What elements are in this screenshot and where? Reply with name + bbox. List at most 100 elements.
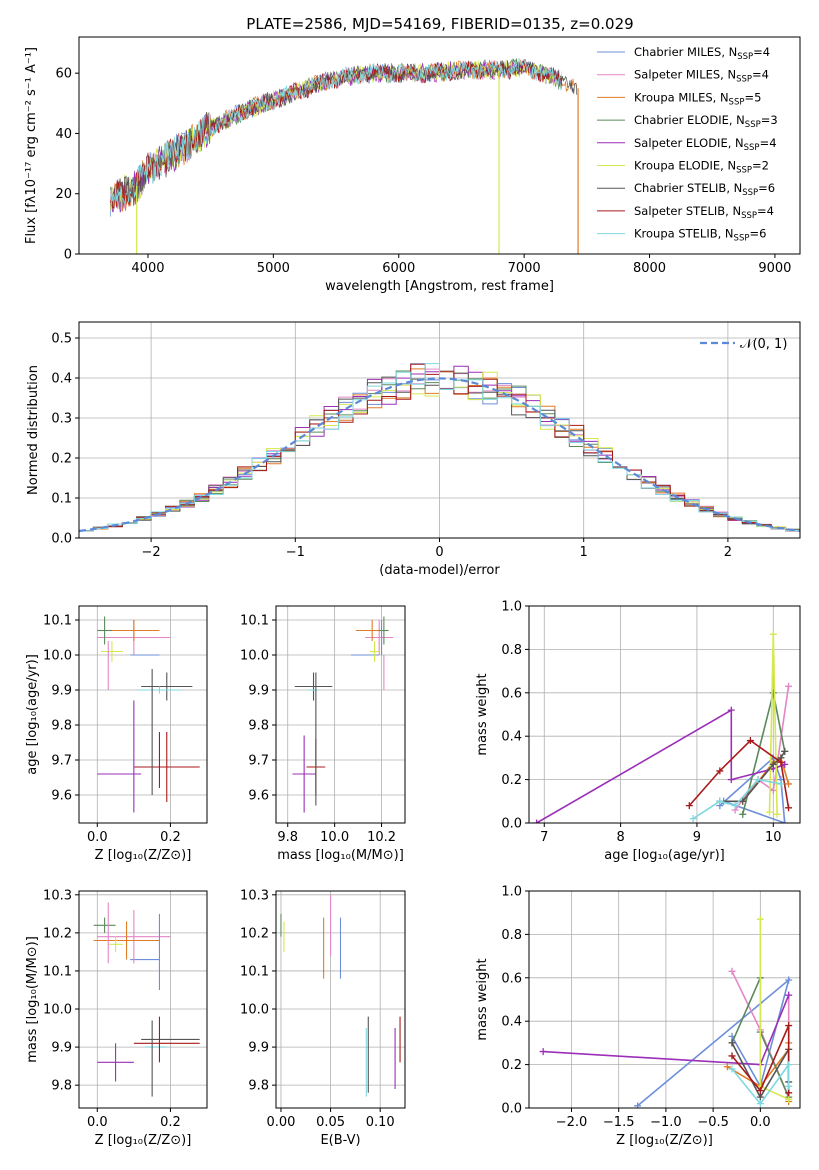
y-axis-label: mass weight — [475, 673, 490, 755]
plot-area — [539, 915, 793, 1108]
weight-marker — [539, 1048, 547, 1056]
y-axis-label: mass [log₁₀(M/M⊙)] — [25, 936, 40, 1063]
weight-marker — [785, 682, 793, 690]
legend-entry: Chabrier ELODIE, NSSP=3 — [634, 113, 778, 130]
y-tick-label: 20 — [55, 187, 72, 202]
weight-marker — [533, 819, 541, 823]
y-tick-label: 10.1 — [240, 614, 269, 629]
y-tick-label: 0.2 — [501, 1058, 522, 1073]
legend-entry: Kroupa ELODIE, NSSP=2 — [634, 159, 769, 176]
y-tick-label: 10.0 — [43, 1003, 72, 1018]
weight-marker — [746, 737, 754, 745]
x-tick-label: −2 — [142, 545, 161, 560]
legend-entry: Salpeter ELODIE, NSSP=4 — [634, 136, 777, 153]
weight-marker — [769, 760, 777, 768]
weight-marker — [785, 1082, 793, 1090]
weight-marker — [754, 776, 762, 784]
y-tick-label: 9.7 — [51, 754, 72, 769]
spectrum-line — [109, 59, 563, 211]
legend-entry: Kroupa MILES, NSSP=5 — [634, 90, 761, 107]
x-axis-label: Z [log₁₀(Z/Z⊙)] — [616, 1133, 713, 1148]
x-tick-label: 8 — [616, 830, 624, 845]
y-tick-label: 9.6 — [248, 789, 269, 804]
axes-frame — [78, 321, 801, 539]
weight-marker — [727, 776, 735, 784]
panel-spectrum: 4000 5000 6000 7000 8000 9000 0 20 40 60 wavelengt… — [24, 36, 801, 294]
x-tick-label: 0.2 — [160, 830, 181, 845]
weight-marker — [685, 802, 693, 810]
panels: 4000 5000 6000 7000 8000 90000204060wavelengt… — [24, 36, 801, 1148]
axes-frame — [275, 605, 406, 824]
y-tick-label: 9.8 — [51, 719, 72, 734]
y-tick-label: 0.1 — [51, 492, 72, 507]
x-tick-label: 10.2 — [367, 830, 396, 845]
weight-line — [637, 977, 791, 1107]
y-tick-label: 60 — [55, 67, 72, 82]
y-axis-label: age [log₁₀(age/yr)] — [25, 654, 40, 775]
weight-marker — [785, 1095, 793, 1103]
weight-marker — [739, 797, 747, 805]
x-tick-label: 9000 — [758, 261, 791, 276]
y-tick-label: 0.4 — [501, 1015, 522, 1030]
legend-entry: Salpeter MILES, NSSP=4 — [634, 68, 769, 85]
panel-mass_age: 9.8 10.0 10.2 9.6 9.7 9.8 9.9 10.0 10.1 mass [log… — [240, 605, 406, 863]
weight-line — [536, 708, 785, 823]
x-axis-label: E(B-V) — [320, 1133, 360, 1148]
y-tick-label: 0.0 — [501, 1102, 522, 1117]
weight-marker — [785, 780, 793, 788]
y-tick-label: 0.6 — [501, 971, 522, 986]
weight-marker — [781, 819, 789, 823]
legend-entry: Chabrier STELIB, NSSP=6 — [634, 181, 775, 198]
weight-marker — [781, 747, 789, 755]
x-tick-label: 8000 — [633, 261, 666, 276]
x-tick-label: 6000 — [382, 261, 415, 276]
x-tick-label: −1.0 — [650, 1115, 682, 1130]
weight-marker — [756, 915, 764, 923]
x-tick-label: 0.2 — [160, 1115, 181, 1130]
axes-frame — [528, 890, 801, 1109]
legend: Chabrier MILES, NSSP=4 Salpeter MILES, NS… — [597, 45, 778, 244]
histogram-step — [79, 363, 800, 532]
weight-marker — [756, 1087, 764, 1095]
x-tick-label: −2.0 — [556, 1115, 588, 1130]
weight-marker — [785, 991, 793, 999]
x-tick-label: 0.05 — [316, 1115, 345, 1130]
panel-ebv_mass: 0.00 0.05 0.10 9.8 9.9 10.0 10.1 10.2 10.3 E(B-V) — [240, 888, 406, 1148]
weight-marker — [785, 1089, 793, 1097]
y-tick-label: 0.6 — [501, 686, 522, 701]
y-tick-label: 9.7 — [248, 754, 269, 769]
x-tick-label: 0.0 — [87, 1115, 108, 1130]
weight-marker — [756, 1093, 764, 1101]
spectrum-line — [109, 60, 563, 210]
legend-entry: Kroupa STELIB, NSSP=6 — [634, 227, 766, 244]
y-tick-label: 10.0 — [43, 649, 72, 664]
x-tick-label: 2 — [724, 545, 732, 560]
weight-marker — [716, 797, 724, 805]
x-axis-label: Z [log₁₀(Z/Z⊙)] — [95, 848, 192, 863]
plot-area — [533, 630, 793, 823]
plot-area — [79, 363, 800, 533]
weight-marker — [785, 1061, 793, 1069]
axes-frame — [528, 605, 801, 824]
y-tick-label: 10.1 — [43, 614, 72, 629]
y-tick-label: 9.8 — [248, 1079, 269, 1094]
x-tick-label: 9 — [693, 830, 701, 845]
axes-frame — [78, 890, 208, 1109]
y-tick-label: 10.0 — [240, 649, 269, 664]
x-axis-label: wavelength [Angstrom, rest frame] — [325, 279, 554, 294]
x-tick-label: 0 — [435, 545, 443, 560]
x-tick-label: 9.8 — [277, 830, 298, 845]
panel-z_mass: 0.0 0.2 9.8 9.9 10.0 10.1 10.2 10.3 Z [log₁₀(Z/Z… — [25, 888, 208, 1148]
weight-marker — [689, 815, 697, 823]
x-tick-label: 1 — [580, 545, 588, 560]
x-axis-label: (data-model)/error — [379, 563, 500, 578]
y-tick-label: 9.8 — [51, 1079, 72, 1094]
plot-area — [97, 616, 200, 813]
weight-marker — [731, 802, 739, 810]
normal-curve — [79, 377, 800, 533]
weight-marker — [773, 810, 781, 818]
panel-age_weight: 7 8 9 10 0.0 0.2 0.4 0.6 0.8 1.0 age [log₁₀(age/yr… — [475, 600, 801, 863]
y-tick-label: 0.8 — [501, 928, 522, 943]
y-tick-label: 0.2 — [51, 452, 72, 467]
